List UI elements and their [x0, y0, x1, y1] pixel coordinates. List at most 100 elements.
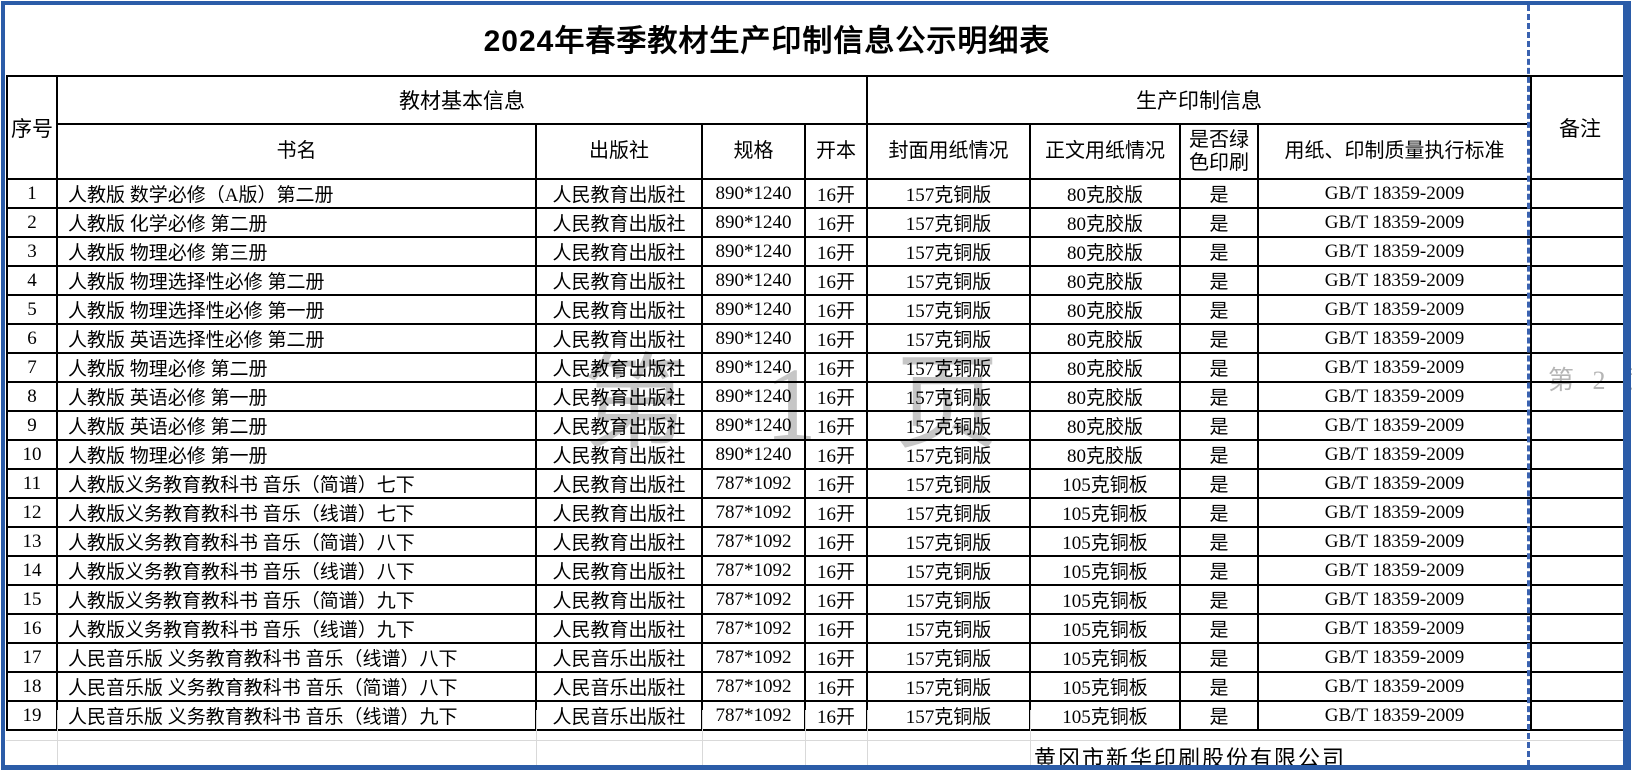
cell-seq[interactable]: 12 — [6, 497, 58, 528]
cell-publisher[interactable]: 人民教育出版社 — [535, 497, 703, 528]
cell-cover-paper[interactable]: 157克铜版 — [866, 439, 1031, 470]
cell-seq[interactable]: 8 — [6, 381, 58, 412]
cell-book-title[interactable]: 人教版 物理必修 第二册 — [56, 352, 537, 383]
cell-standard[interactable]: GB/T 18359-2009 — [1257, 555, 1532, 586]
cell-body-paper[interactable]: 105克铜板 — [1029, 555, 1181, 586]
cell-seq[interactable]: 13 — [6, 526, 58, 557]
cell-standard[interactable]: GB/T 18359-2009 — [1257, 468, 1532, 499]
cell-format[interactable]: 16开 — [804, 642, 868, 673]
cell-remark[interactable] — [1530, 439, 1630, 470]
cell-green-print[interactable]: 是 — [1179, 410, 1259, 441]
cell-spec[interactable]: 787*1092 — [701, 700, 806, 731]
cell-spec[interactable]: 890*1240 — [701, 439, 806, 470]
cell-green-print[interactable]: 是 — [1179, 439, 1259, 470]
cell-cover-paper[interactable]: 157克铜版 — [866, 526, 1031, 557]
cell-publisher[interactable]: 人民教育出版社 — [535, 584, 703, 615]
cell-body-paper[interactable]: 105克铜板 — [1029, 468, 1181, 499]
cell-green-print[interactable]: 是 — [1179, 265, 1259, 296]
cell-publisher[interactable]: 人民教育出版社 — [535, 410, 703, 441]
cell-cover-paper[interactable]: 157克铜版 — [866, 178, 1031, 209]
cell-publisher[interactable]: 人民教育出版社 — [535, 294, 703, 325]
cell-body-paper[interactable]: 80克胶版 — [1029, 323, 1181, 354]
cell-publisher[interactable]: 人民教育出版社 — [535, 323, 703, 354]
cell-publisher[interactable]: 人民教育出版社 — [535, 178, 703, 209]
cell-standard[interactable]: GB/T 18359-2009 — [1257, 381, 1532, 412]
header-spec[interactable]: 规格 — [701, 123, 806, 180]
cell-spec[interactable]: 787*1092 — [701, 468, 806, 499]
cell-book-title[interactable]: 人教版 英语选择性必修 第二册 — [56, 323, 537, 354]
cell-body-paper[interactable]: 105克铜板 — [1029, 671, 1181, 702]
cell-publisher[interactable]: 人民教育出版社 — [535, 352, 703, 383]
cell-seq[interactable]: 17 — [6, 642, 58, 673]
cell-seq[interactable]: 18 — [6, 671, 58, 702]
cell-remark[interactable] — [1530, 352, 1630, 383]
cell-spec[interactable]: 787*1092 — [701, 497, 806, 528]
cell-publisher[interactable]: 人民音乐出版社 — [535, 642, 703, 673]
cell-body-paper[interactable]: 105克铜板 — [1029, 700, 1181, 731]
cell-green-print[interactable]: 是 — [1179, 584, 1259, 615]
cell-spec[interactable]: 890*1240 — [701, 294, 806, 325]
cell-remark[interactable] — [1530, 265, 1630, 296]
cell-remark[interactable] — [1530, 207, 1630, 238]
cell-book-title[interactable]: 人教版 化学必修 第二册 — [56, 207, 537, 238]
cell-book-title[interactable]: 人教版义务教育教科书 音乐（简谱）七下 — [56, 468, 537, 499]
cell-green-print[interactable]: 是 — [1179, 294, 1259, 325]
cell-book-title[interactable]: 人教版 数学必修（A版）第二册 — [56, 178, 537, 209]
cell-green-print[interactable]: 是 — [1179, 352, 1259, 383]
cell-cover-paper[interactable]: 157克铜版 — [866, 671, 1031, 702]
cell-standard[interactable]: GB/T 18359-2009 — [1257, 671, 1532, 702]
cell-green-print[interactable]: 是 — [1179, 642, 1259, 673]
cell-remark[interactable] — [1530, 236, 1630, 267]
cell-green-print[interactable]: 是 — [1179, 178, 1259, 209]
cell-standard[interactable]: GB/T 18359-2009 — [1257, 265, 1532, 296]
cell-standard[interactable]: GB/T 18359-2009 — [1257, 700, 1532, 731]
cell-spec[interactable]: 787*1092 — [701, 526, 806, 557]
page-break-dashed-line[interactable] — [1527, 5, 1530, 766]
cell-body-paper[interactable]: 105克铜板 — [1029, 642, 1181, 673]
cell-seq[interactable]: 19 — [6, 700, 58, 731]
cell-book-title[interactable]: 人民音乐版 义务教育教科书 音乐（简谱）八下 — [56, 671, 537, 702]
cell-book-title[interactable]: 人教版义务教育教科书 音乐（线谱）八下 — [56, 555, 537, 586]
cell-book-title[interactable]: 人教版义务教育教科书 音乐（线谱）九下 — [56, 613, 537, 644]
cell-body-paper[interactable]: 80克胶版 — [1029, 294, 1181, 325]
cell-publisher[interactable]: 人民教育出版社 — [535, 207, 703, 238]
cell-format[interactable]: 16开 — [804, 555, 868, 586]
cell-format[interactable]: 16开 — [804, 207, 868, 238]
printing-company-name[interactable]: 黄冈市新华印刷股份有限公司 — [1034, 746, 1347, 771]
cell-seq[interactable]: 6 — [6, 323, 58, 354]
cell-format[interactable]: 16开 — [804, 381, 868, 412]
cell-book-title[interactable]: 人教版 物理选择性必修 第一册 — [56, 294, 537, 325]
cell-green-print[interactable]: 是 — [1179, 236, 1259, 267]
cell-body-paper[interactable]: 105克铜板 — [1029, 613, 1181, 644]
cell-green-print[interactable]: 是 — [1179, 468, 1259, 499]
cell-spec[interactable]: 890*1240 — [701, 207, 806, 238]
cell-publisher[interactable]: 人民音乐出版社 — [535, 700, 703, 731]
cell-body-paper[interactable]: 105克铜板 — [1029, 526, 1181, 557]
cell-spec[interactable]: 890*1240 — [701, 236, 806, 267]
cell-standard[interactable]: GB/T 18359-2009 — [1257, 526, 1532, 557]
cell-body-paper[interactable]: 80克胶版 — [1029, 236, 1181, 267]
cell-format[interactable]: 16开 — [804, 294, 868, 325]
cell-seq[interactable]: 15 — [6, 584, 58, 615]
cell-spec[interactable]: 787*1092 — [701, 671, 806, 702]
cell-remark[interactable] — [1530, 584, 1630, 615]
cell-remark[interactable] — [1530, 178, 1630, 209]
cell-remark[interactable] — [1530, 526, 1630, 557]
cell-format[interactable]: 16开 — [804, 700, 868, 731]
cell-cover-paper[interactable]: 157克铜版 — [866, 584, 1031, 615]
cell-standard[interactable]: GB/T 18359-2009 — [1257, 294, 1532, 325]
cell-spec[interactable]: 890*1240 — [701, 265, 806, 296]
cell-remark[interactable] — [1530, 555, 1630, 586]
cell-seq[interactable]: 9 — [6, 410, 58, 441]
cell-body-paper[interactable]: 105克铜板 — [1029, 497, 1181, 528]
cell-cover-paper[interactable]: 157克铜版 — [866, 555, 1031, 586]
header-group-print-info[interactable]: 生产印制信息 — [866, 75, 1532, 125]
cell-spec[interactable]: 890*1240 — [701, 323, 806, 354]
cell-spec[interactable]: 787*1092 — [701, 584, 806, 615]
cell-format[interactable]: 16开 — [804, 236, 868, 267]
header-book-title[interactable]: 书名 — [56, 123, 537, 180]
cell-spec[interactable]: 787*1092 — [701, 555, 806, 586]
cell-green-print[interactable]: 是 — [1179, 555, 1259, 586]
cell-remark[interactable] — [1530, 468, 1630, 499]
header-standard[interactable]: 用纸、印制质量执行标准 — [1257, 123, 1532, 180]
